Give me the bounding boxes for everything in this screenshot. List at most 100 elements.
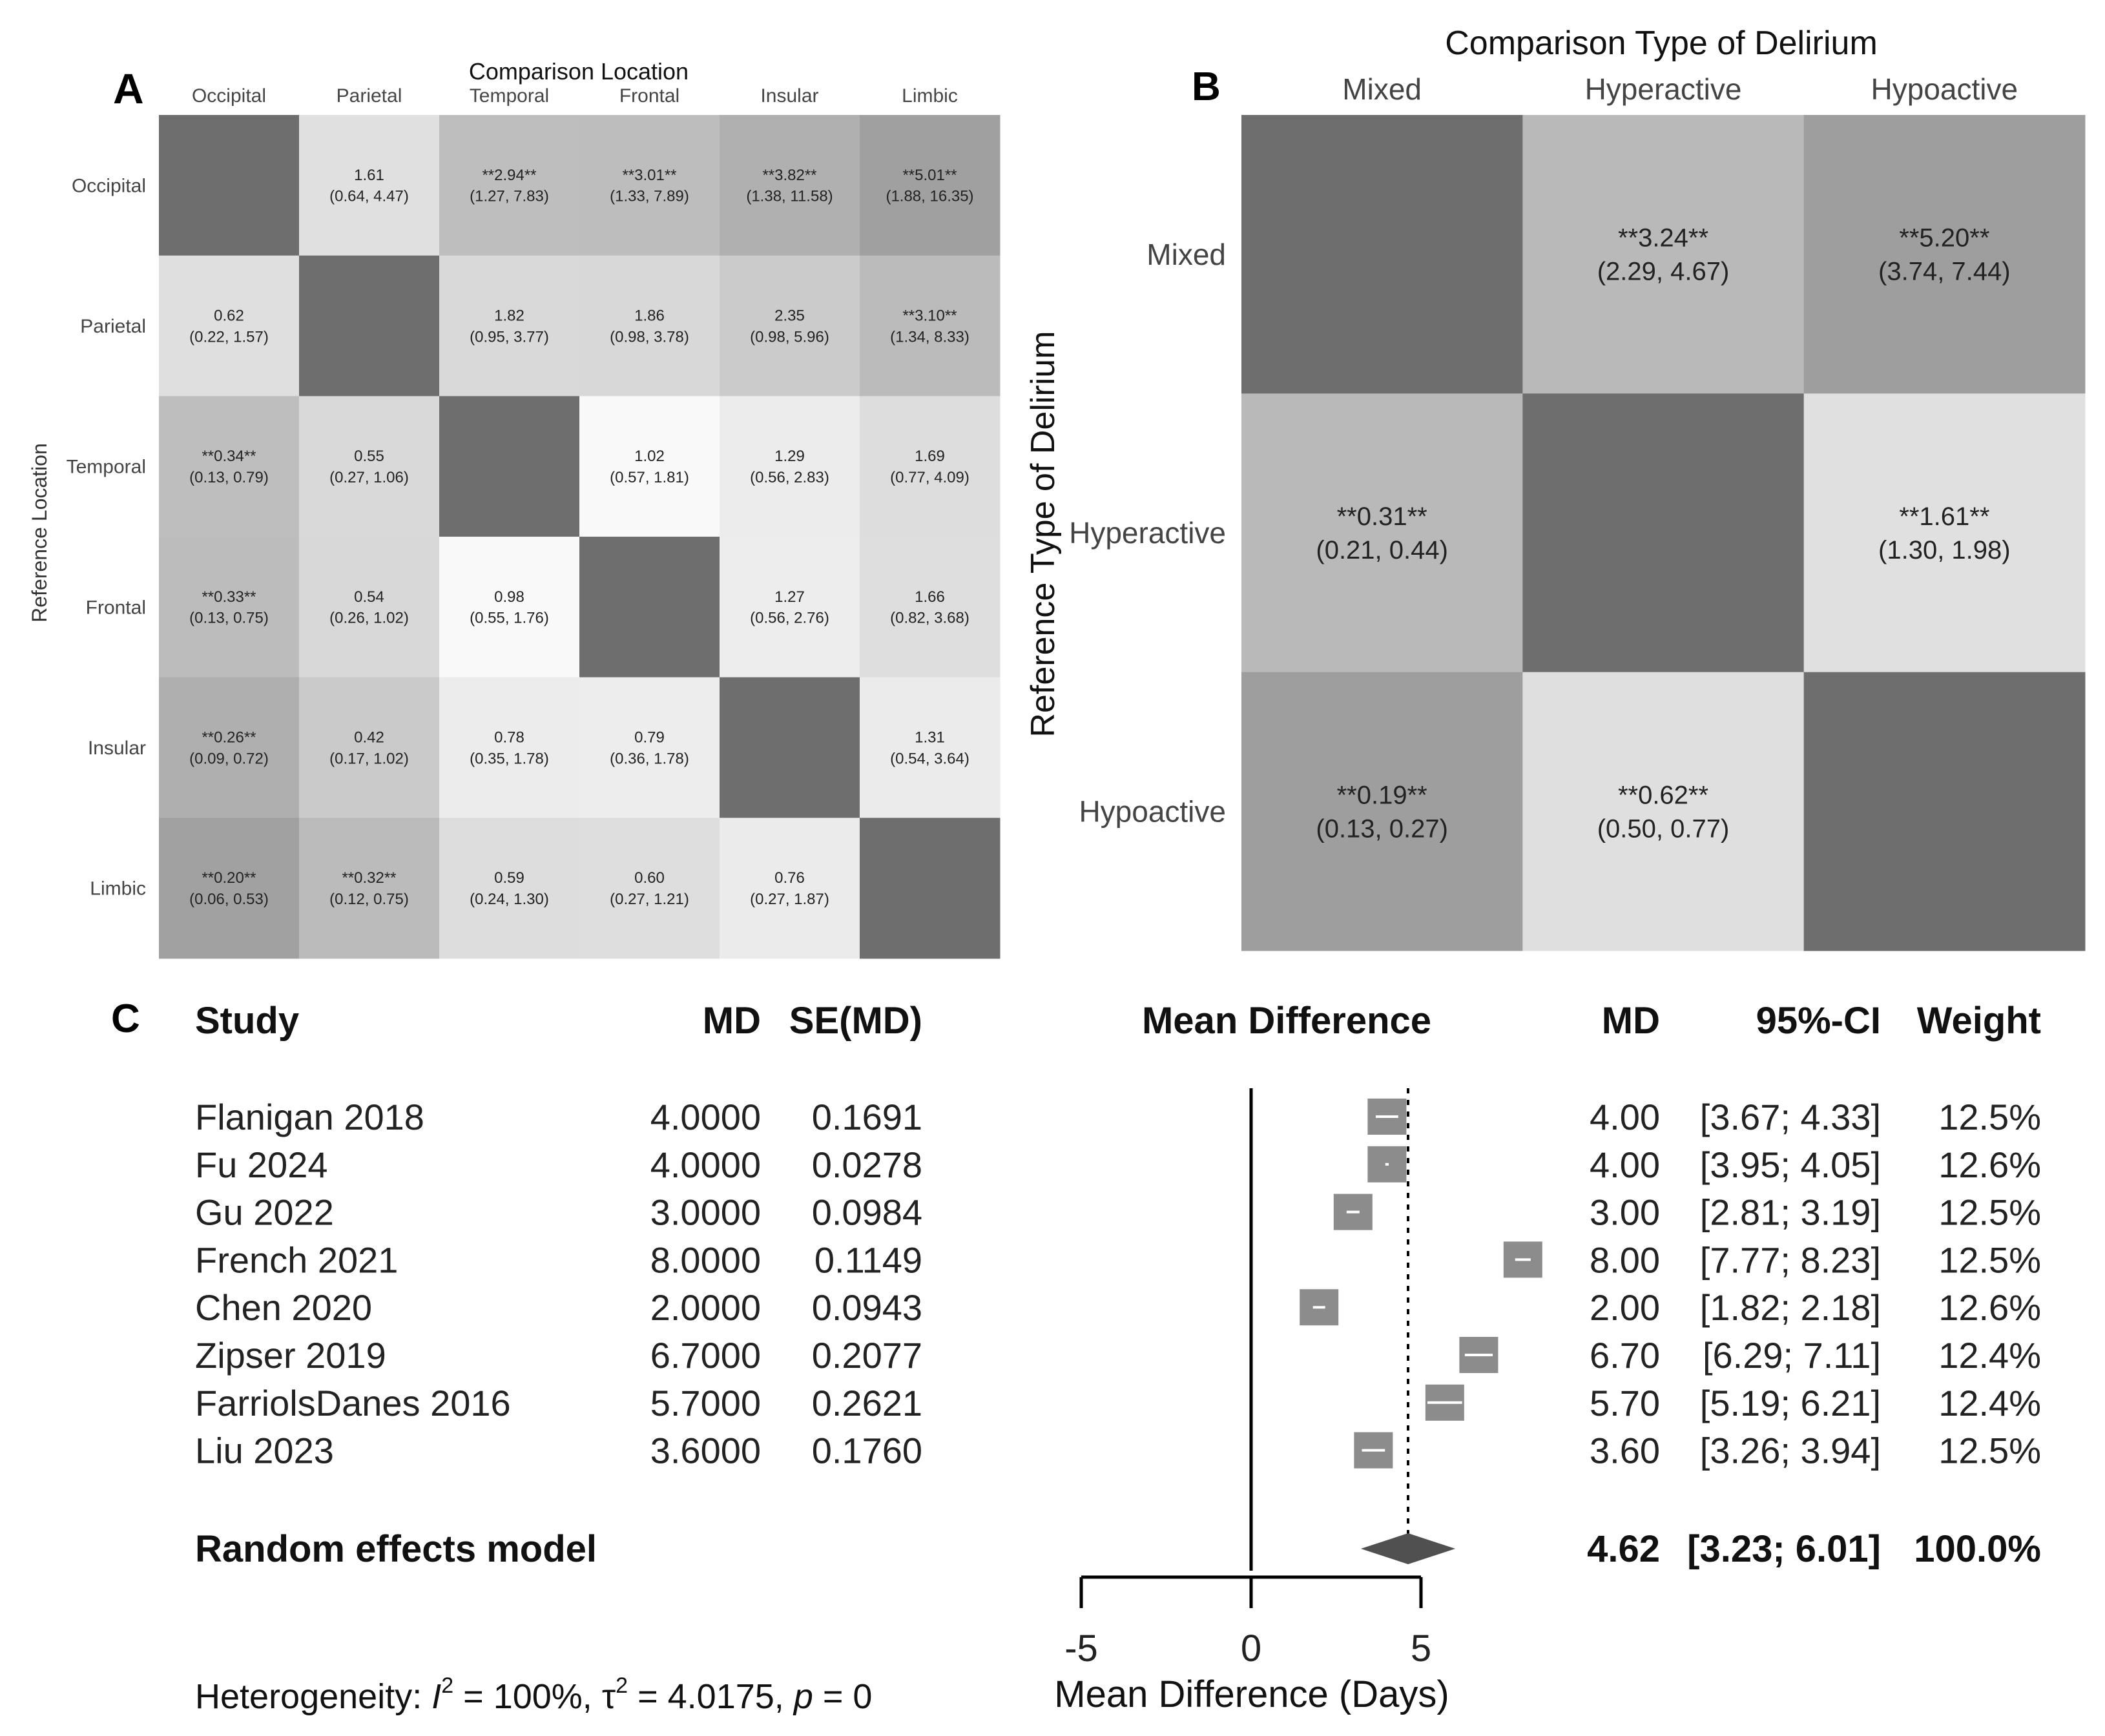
heatmap-cell — [159, 537, 300, 678]
cell-value: **3.82** — [762, 167, 816, 184]
heatmap-cell — [579, 396, 720, 537]
study-ci: [5.19; 6.21] — [1700, 1383, 1881, 1423]
cell-value: 0.60 — [634, 869, 665, 887]
heatmap-cell — [159, 677, 300, 818]
cell-value: 0.79 — [634, 729, 665, 747]
y-tick-label: Limbic — [90, 878, 146, 900]
cell-value: **3.24** — [1618, 224, 1708, 253]
heatmap-diagonal-cell — [299, 255, 440, 397]
cell-value: 1.86 — [634, 307, 665, 325]
study-name: Fu 2024 — [195, 1144, 328, 1185]
cell-value: **3.10** — [902, 307, 957, 325]
study-weight: 12.6% — [1938, 1287, 2041, 1328]
cell-value: 0.54 — [354, 588, 384, 606]
study-weight: 12.5% — [1938, 1097, 2041, 1137]
panel-a-label: A — [113, 65, 144, 112]
heatmap-cell — [720, 396, 860, 537]
pooled-name: Random effects model — [195, 1528, 597, 1570]
heatmap-cell — [159, 396, 300, 537]
study-weight: 12.4% — [1938, 1383, 2041, 1423]
cell-ci: (0.22, 1.57) — [189, 328, 269, 346]
cell-ci: (0.13, 0.75) — [189, 610, 269, 627]
cell-ci: (0.36, 1.78) — [610, 750, 689, 767]
study-md: 5.7000 — [650, 1383, 761, 1423]
cell-ci: (0.82, 3.68) — [890, 610, 970, 627]
y-tick-label: Hyperactive — [1069, 516, 1226, 550]
header-weight: Weight — [1917, 1000, 2041, 1042]
cell-value: 1.27 — [774, 588, 805, 606]
cell-ci: (1.27, 7.83) — [470, 188, 549, 205]
cell-value: 0.42 — [354, 729, 384, 747]
x-tick-label: Mixed — [1342, 72, 1422, 106]
cell-ci: (0.24, 1.30) — [470, 891, 549, 908]
cell-value: **5.01** — [902, 167, 957, 184]
study-md-right: 4.00 — [1590, 1144, 1660, 1185]
heatmap-cell — [1522, 672, 1805, 951]
pooled-ci: [3.23; 6.01] — [1687, 1528, 1881, 1570]
cell-ci: (1.38, 11.58) — [746, 188, 833, 205]
cell-ci: (0.26, 1.02) — [329, 610, 409, 627]
cell-value: 1.66 — [915, 588, 945, 606]
study-md-right: 3.60 — [1590, 1431, 1660, 1471]
panel-a-title: Comparison Location — [469, 58, 689, 85]
x-tick-label: Hypoactive — [1871, 72, 2018, 106]
study-se: 0.2077 — [812, 1335, 922, 1376]
cell-ci: (0.56, 2.83) — [750, 469, 829, 486]
study-weight: 12.5% — [1938, 1431, 2041, 1471]
heatmap-cell — [579, 677, 720, 818]
heterogeneity: Heterogeneity: I2 = 100%, τ2 = 4.0175, p… — [195, 1673, 872, 1716]
panel-a-x-ticks: Occipital Parietal Temporal Frontal Insular L… — [192, 85, 958, 107]
cell-value: **0.20** — [202, 869, 256, 887]
heatmap-cell — [439, 818, 580, 959]
study-weight: 12.4% — [1938, 1335, 2041, 1376]
forest-plot-area: -5 0 5 — [1064, 1088, 1542, 1669]
cell-ci: (0.27, 1.06) — [329, 469, 409, 486]
y-tick-label: Temporal — [67, 457, 146, 478]
heatmap-cell — [579, 115, 720, 256]
study-md-right: 2.00 — [1590, 1287, 1660, 1328]
heatmap-cell — [1803, 393, 2086, 673]
x-tick-label: Frontal — [619, 85, 679, 107]
heatmap-cell — [860, 255, 1001, 397]
heatmap-diagonal-cell — [159, 115, 300, 256]
heatmap-diagonal-cell — [860, 818, 1001, 959]
x-tick-label: Temporal — [470, 85, 549, 107]
study-md: 6.7000 — [650, 1335, 761, 1376]
forest-rows: Flanigan 2018 4.0000 0.1691 4.00 [3.67; 4.33… — [195, 1097, 2041, 1570]
heatmap-cell — [159, 255, 300, 397]
x-tick-label: Hyperactive — [1585, 72, 1742, 106]
cell-ci: (0.54, 3.64) — [890, 750, 970, 767]
cell-value: 1.61 — [354, 167, 384, 184]
heatmap-cell — [439, 255, 580, 397]
cell-ci: (3.74, 7.44) — [1878, 258, 2011, 286]
cell-value: **1.61** — [1899, 502, 1989, 531]
heatmap-cell — [860, 537, 1001, 678]
study-name: Zipser 2019 — [195, 1335, 386, 1376]
study-name: Liu 2023 — [195, 1431, 334, 1471]
header-mean-difference: Mean Difference — [1142, 1000, 1431, 1042]
panel-b-cells: **3.24** (2.29, 4.67) **5.20** (3.74, 7.44)… — [1241, 115, 2086, 951]
x-tick-label: Parietal — [337, 85, 402, 107]
study-md: 4.0000 — [650, 1097, 761, 1137]
heatmap-cell — [720, 115, 860, 256]
study-md-right: 4.00 — [1590, 1097, 1660, 1137]
study-md-right: 3.00 — [1590, 1192, 1660, 1233]
panel-a-y-ticks: Occipital Parietal Temporal Frontal Insular L… — [67, 175, 146, 899]
study-se: 0.0278 — [812, 1144, 922, 1185]
heatmap-cell — [299, 818, 440, 959]
panel-b-label: B — [1192, 65, 1221, 109]
study-name: French 2021 — [195, 1239, 398, 1280]
heatmap-cell — [299, 537, 440, 678]
cell-ci: (0.50, 0.77) — [1597, 814, 1730, 843]
cell-ci: (0.17, 1.02) — [329, 750, 409, 767]
panel-b-title: Comparison Type of Delirium — [1445, 25, 1878, 62]
cell-ci: (0.13, 0.79) — [189, 469, 269, 486]
study-md: 4.0000 — [650, 1144, 761, 1185]
cell-ci: (0.27, 1.87) — [750, 891, 829, 908]
study-se: 0.0984 — [812, 1192, 922, 1233]
heatmap-cell — [439, 115, 580, 256]
heatmap-cell — [720, 537, 860, 678]
heatmap-cell — [860, 677, 1001, 818]
study-se: 0.2621 — [812, 1383, 922, 1423]
panel-b-y-ticks: Mixed Hyperactive Hypoactive — [1069, 238, 1226, 829]
